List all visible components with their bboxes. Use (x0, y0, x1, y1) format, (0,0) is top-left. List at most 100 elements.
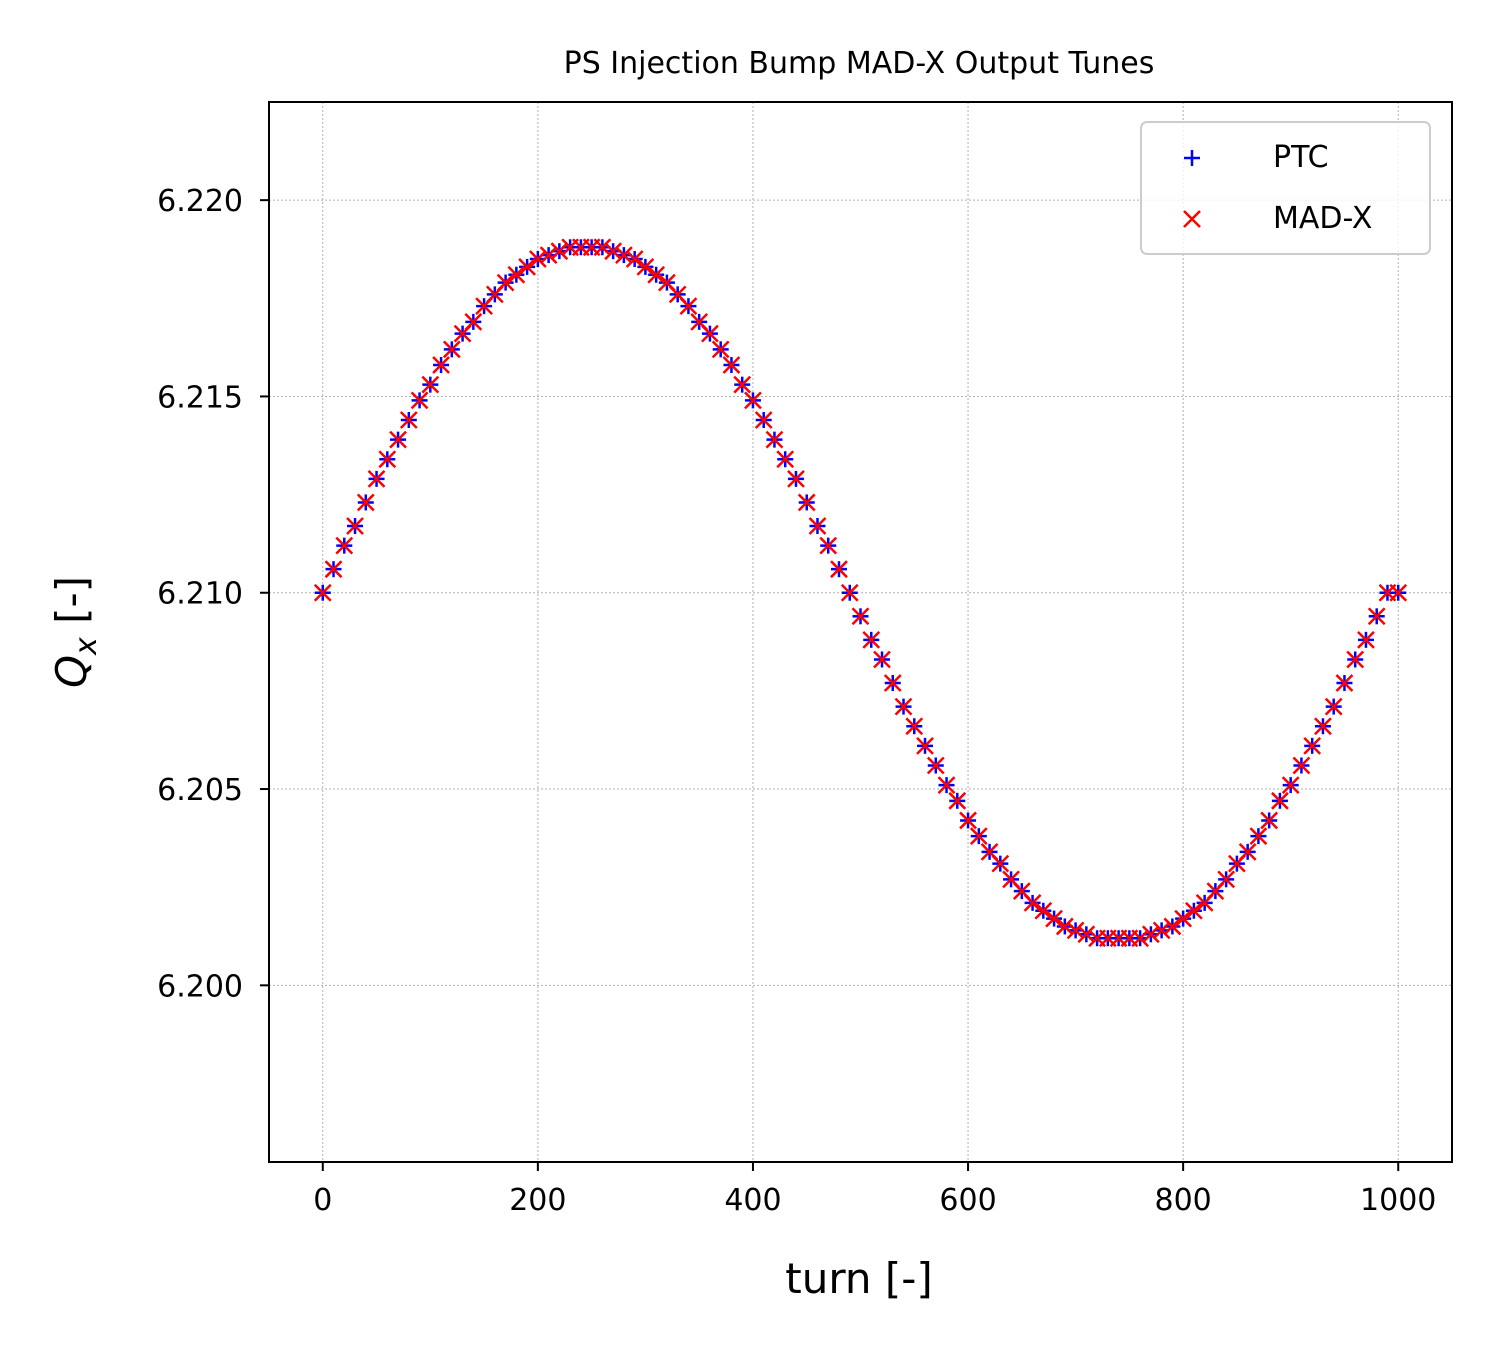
y-tick-label: 6.205 (157, 773, 243, 808)
madx-data-point (410, 391, 429, 410)
madx-data-point (625, 250, 644, 268)
madx-data-point (604, 242, 623, 261)
x-tick-label: 0 (313, 1183, 332, 1218)
madx-data-point (615, 246, 633, 264)
madx-data-point (1335, 674, 1354, 692)
madx-data-point (550, 242, 569, 261)
madx-data-point (399, 411, 418, 429)
y-axis-title-subscript: x (69, 637, 104, 656)
madx-data-point (636, 258, 655, 276)
grid-layer (269, 102, 1452, 1162)
madx-data-point (830, 560, 848, 579)
madx-data-point (679, 297, 698, 316)
madx-data-point (991, 854, 1010, 873)
madx-data-point (851, 607, 870, 626)
madx-data-point (464, 312, 483, 331)
madx-data-point (969, 827, 988, 846)
madx-data-point (722, 356, 741, 374)
madx-data-point (496, 273, 515, 292)
madx-data-point (593, 238, 612, 257)
madx-data-point (1152, 921, 1171, 940)
madx-data-point (378, 450, 397, 469)
madx-data-point (701, 324, 719, 343)
madx-data-point (883, 674, 902, 692)
madx-data-point (647, 265, 666, 284)
madx-data-point (808, 517, 827, 535)
madx-data-point (1045, 909, 1063, 928)
madx-data-point (1260, 811, 1279, 830)
y-axis-title-suffix: [-] (47, 576, 96, 637)
madx-data-point (367, 470, 386, 488)
madx-data-point (926, 756, 945, 775)
legend: PTC MAD-X (1140, 121, 1431, 255)
madx-data-point (1163, 917, 1182, 936)
madx-data-point (819, 536, 838, 555)
madx-data-point (959, 811, 977, 830)
y-tick-label: 6.200 (157, 969, 243, 1004)
madx-data-point (421, 375, 440, 394)
madx-data-point (389, 430, 407, 449)
x-tick-label: 600 (939, 1183, 996, 1218)
x-axis-title: turn [-] (785, 1254, 933, 1303)
legend-plus-icon (1184, 150, 1200, 166)
madx-data-point (1281, 776, 1300, 794)
madx-data-point (1023, 894, 1042, 912)
madx-data-point (1303, 736, 1322, 755)
madx-data-point (1131, 929, 1150, 948)
madx-data-point (324, 560, 343, 579)
madx-data-point (1217, 870, 1236, 889)
madx-data-point (754, 411, 773, 429)
madx-data-point (733, 375, 752, 394)
y-tick-label: 6.215 (157, 380, 243, 415)
x-tick-label: 1000 (1360, 1183, 1436, 1218)
madx-data-point (840, 583, 859, 602)
madx-data-point (1367, 607, 1386, 626)
y-axis-title-main: Q (47, 655, 96, 688)
data-points-layer (313, 238, 1408, 948)
x-tick-label: 800 (1155, 1183, 1212, 1218)
madx-data-point (1141, 925, 1160, 944)
chart-title: PS Injection Bump MAD-X Output Tunes (564, 46, 1155, 81)
plot-frame (268, 101, 1453, 1163)
madx-data-point (905, 717, 924, 736)
madx-data-point (1055, 917, 1074, 936)
madx-data-point (937, 776, 956, 794)
madx-data-point (518, 258, 536, 276)
madx-data-point (539, 246, 558, 264)
madx-data-point (776, 450, 795, 469)
madx-data-point (744, 391, 762, 410)
ticks-layer: 0 200 400 600 800 1000 6.200 6.205 6.210 6.215 6.2… (157, 184, 1436, 1218)
madx-data-point (1292, 756, 1311, 775)
madx-data-point (528, 250, 547, 268)
y-tick-label: 6.220 (157, 184, 243, 219)
madx-data-point (1357, 630, 1375, 649)
madx-data-point (1346, 650, 1365, 669)
y-axis-title: Qx [-] (47, 576, 104, 688)
madx-data-point (356, 493, 375, 512)
legend-marker-madx (1183, 210, 1201, 228)
madx-data-point (1174, 909, 1193, 928)
madx-data-point (1324, 697, 1343, 716)
madx-data-point (1238, 842, 1257, 861)
legend-label-madx: MAD-X (1273, 201, 1372, 236)
x-tick-label: 200 (509, 1183, 566, 1218)
madx-data-point (432, 356, 450, 374)
madx-data-point (787, 470, 805, 488)
legend-cross-icon (1183, 210, 1201, 228)
madx-data-point (335, 536, 354, 555)
madx-data-point (797, 493, 816, 512)
madx-data-point (507, 265, 526, 284)
madx-data-point (1249, 827, 1268, 846)
madx-data-point (1314, 717, 1332, 736)
madx-data-point (765, 430, 784, 449)
madx-data-point (1185, 901, 1203, 920)
madx-data-point (1389, 583, 1408, 602)
madx-data-point (442, 340, 461, 359)
madx-data-point (916, 736, 934, 755)
legend-label-ptc: PTC (1273, 140, 1329, 175)
madx-data-point (346, 517, 364, 535)
legend-marker-ptc (1184, 150, 1200, 166)
madx-data-point (948, 791, 967, 810)
madx-data-point (1034, 901, 1053, 920)
